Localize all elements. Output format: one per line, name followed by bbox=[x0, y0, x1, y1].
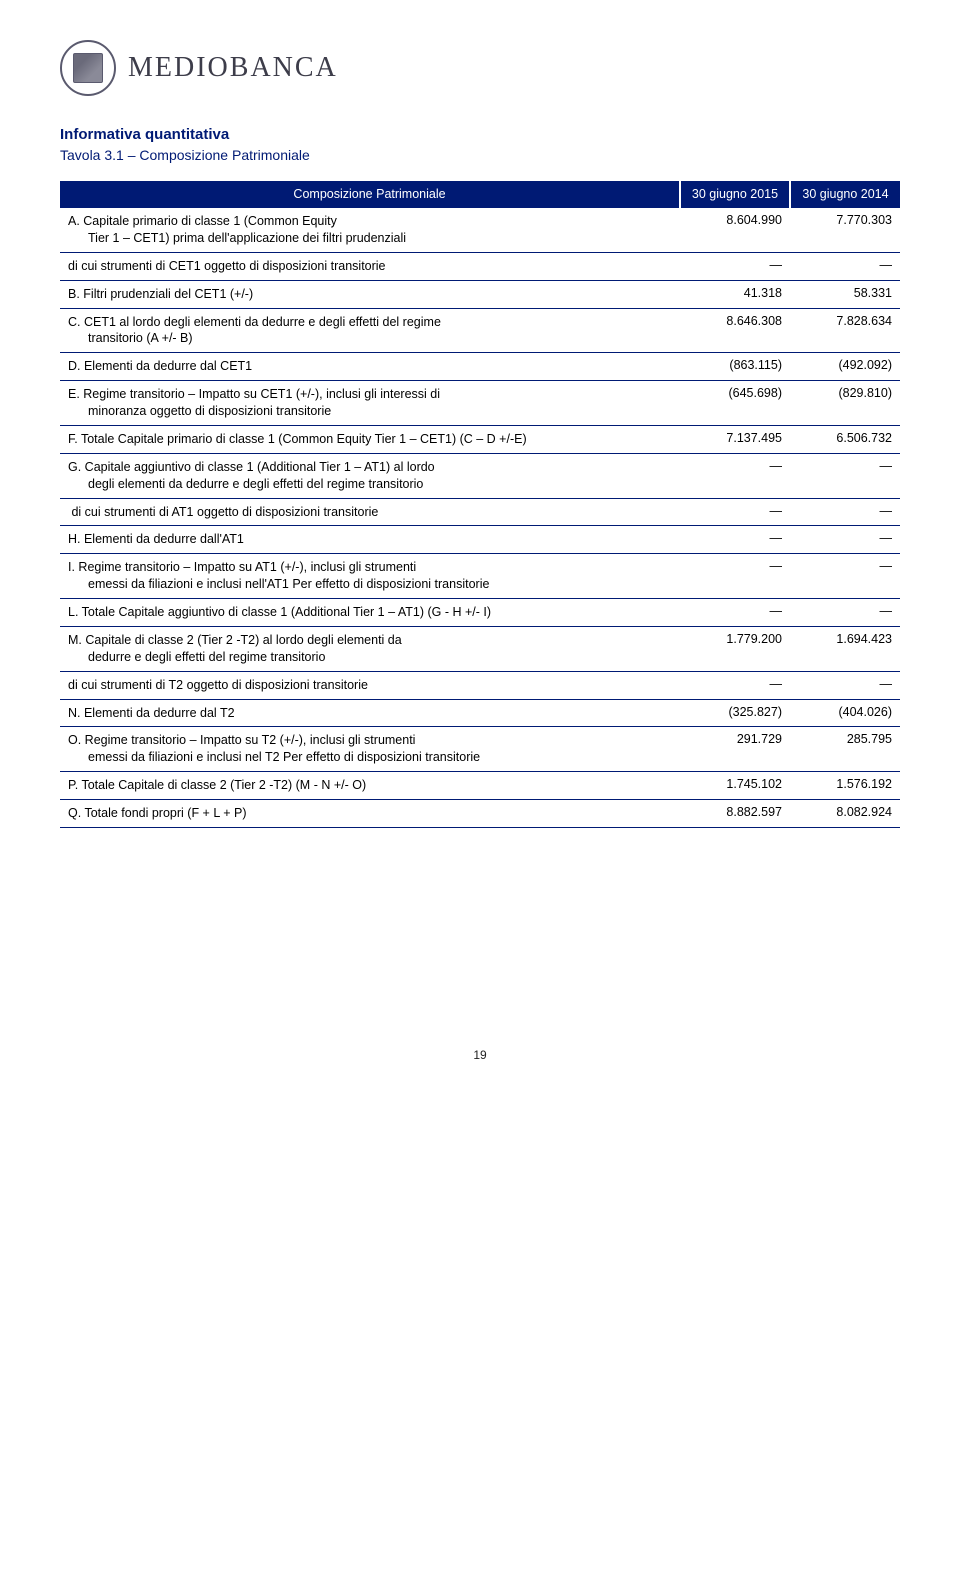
row-value-2014: 285.795 bbox=[790, 727, 900, 772]
row-label: F. Totale Capitale primario di classe 1 … bbox=[60, 425, 680, 453]
row-value-2015: — bbox=[680, 671, 790, 699]
row-label: C. CET1 al lordo degli elementi da dedur… bbox=[60, 308, 680, 353]
row-value-2015: 8.604.990 bbox=[680, 208, 790, 253]
row-value-2014: 7.770.303 bbox=[790, 208, 900, 253]
row-value-2014: — bbox=[790, 554, 900, 599]
col-header-label: Composizione Patrimoniale bbox=[60, 181, 680, 208]
row-value-2014: 1.694.423 bbox=[790, 626, 900, 671]
brand-wordmark: MEDIOBANCA bbox=[128, 52, 338, 84]
row-label: H. Elementi da dedurre dall'AT1 bbox=[60, 526, 680, 554]
table-row: E. Regime transitorio – Impatto su CET1 … bbox=[60, 381, 900, 426]
row-value-2015: 7.137.495 bbox=[680, 425, 790, 453]
table-row: M. Capitale di classe 2 (Tier 2 -T2) al … bbox=[60, 626, 900, 671]
row-label: B. Filtri prudenziali del CET1 (+/-) bbox=[60, 280, 680, 308]
row-label: L. Totale Capitale aggiuntivo di classe … bbox=[60, 599, 680, 627]
table-row: B. Filtri prudenziali del CET1 (+/-)41.3… bbox=[60, 280, 900, 308]
row-value-2014: 58.331 bbox=[790, 280, 900, 308]
table-title: Tavola 3.1 – Composizione Patrimoniale bbox=[60, 147, 900, 163]
table-row: I. Regime transitorio – Impatto su AT1 (… bbox=[60, 554, 900, 599]
row-value-2015: — bbox=[680, 599, 790, 627]
table-row: N. Elementi da dedurre dal T2(325.827)(4… bbox=[60, 699, 900, 727]
row-label-cont: transitorio (A +/- B) bbox=[68, 330, 672, 347]
row-label-cont: degli elementi da dedurre e degli effett… bbox=[68, 476, 672, 493]
row-value-2015: — bbox=[680, 526, 790, 554]
row-label: di cui strumenti di AT1 oggetto di dispo… bbox=[60, 498, 680, 526]
row-value-2014: — bbox=[790, 252, 900, 280]
col-header-2015: 30 giugno 2015 bbox=[680, 181, 790, 208]
table-row: F. Totale Capitale primario di classe 1 … bbox=[60, 425, 900, 453]
row-value-2015: 1.779.200 bbox=[680, 626, 790, 671]
row-value-2015: 8.646.308 bbox=[680, 308, 790, 353]
row-label: N. Elementi da dedurre dal T2 bbox=[60, 699, 680, 727]
row-label: D. Elementi da dedurre dal CET1 bbox=[60, 353, 680, 381]
brand-header: MEDIOBANCA bbox=[60, 40, 900, 96]
row-label-cont: minoranza oggetto di disposizioni transi… bbox=[68, 403, 672, 420]
row-value-2015: 291.729 bbox=[680, 727, 790, 772]
table-row: D. Elementi da dedurre dal CET1(863.115)… bbox=[60, 353, 900, 381]
row-value-2015: 41.318 bbox=[680, 280, 790, 308]
row-value-2014: 1.576.192 bbox=[790, 772, 900, 800]
row-value-2014: — bbox=[790, 453, 900, 498]
table-row: A. Capitale primario di classe 1 (Common… bbox=[60, 208, 900, 253]
table-row: P. Totale Capitale di classe 2 (Tier 2 -… bbox=[60, 772, 900, 800]
row-value-2014: 8.082.924 bbox=[790, 800, 900, 828]
row-label-cont: emessi da filiazioni e inclusi nel T2 Pe… bbox=[68, 749, 672, 766]
row-value-2015: (863.115) bbox=[680, 353, 790, 381]
row-label: di cui strumenti di CET1 oggetto di disp… bbox=[60, 252, 680, 280]
table-row: O. Regime transitorio – Impatto su T2 (+… bbox=[60, 727, 900, 772]
table-header-row: Composizione Patrimoniale 30 giugno 2015… bbox=[60, 181, 900, 208]
row-label: G. Capitale aggiuntivo di classe 1 (Addi… bbox=[60, 453, 680, 498]
table-row: G. Capitale aggiuntivo di classe 1 (Addi… bbox=[60, 453, 900, 498]
row-label: O. Regime transitorio – Impatto su T2 (+… bbox=[60, 727, 680, 772]
row-value-2014: (404.026) bbox=[790, 699, 900, 727]
row-label-cont: Tier 1 – CET1) prima dell'applicazione d… bbox=[68, 230, 672, 247]
row-value-2015: — bbox=[680, 453, 790, 498]
row-value-2015: (645.698) bbox=[680, 381, 790, 426]
row-label: P. Totale Capitale di classe 2 (Tier 2 -… bbox=[60, 772, 680, 800]
row-label: I. Regime transitorio – Impatto su AT1 (… bbox=[60, 554, 680, 599]
section-title: Informativa quantitativa bbox=[60, 126, 900, 143]
row-label: M. Capitale di classe 2 (Tier 2 -T2) al … bbox=[60, 626, 680, 671]
table-row: C. CET1 al lordo degli elementi da dedur… bbox=[60, 308, 900, 353]
row-value-2015: (325.827) bbox=[680, 699, 790, 727]
brand-seal-icon bbox=[60, 40, 116, 96]
page-number: 19 bbox=[60, 1048, 900, 1062]
row-label: A. Capitale primario di classe 1 (Common… bbox=[60, 208, 680, 253]
row-label-cont: emessi da filiazioni e inclusi nell'AT1 … bbox=[68, 576, 672, 593]
row-value-2015: — bbox=[680, 498, 790, 526]
table-row: Q. Totale fondi propri (F + L + P)8.882.… bbox=[60, 800, 900, 828]
row-label: E. Regime transitorio – Impatto su CET1 … bbox=[60, 381, 680, 426]
row-value-2014: — bbox=[790, 498, 900, 526]
row-value-2015: — bbox=[680, 252, 790, 280]
table-row: di cui strumenti di AT1 oggetto di dispo… bbox=[60, 498, 900, 526]
composizione-table: Composizione Patrimoniale 30 giugno 2015… bbox=[60, 181, 900, 828]
row-value-2015: — bbox=[680, 554, 790, 599]
row-value-2014: — bbox=[790, 599, 900, 627]
row-value-2014: (492.092) bbox=[790, 353, 900, 381]
table-row: H. Elementi da dedurre dall'AT1—— bbox=[60, 526, 900, 554]
row-label: Q. Totale fondi propri (F + L + P) bbox=[60, 800, 680, 828]
row-value-2014: — bbox=[790, 671, 900, 699]
table-row: L. Totale Capitale aggiuntivo di classe … bbox=[60, 599, 900, 627]
row-value-2014: (829.810) bbox=[790, 381, 900, 426]
row-value-2014: — bbox=[790, 526, 900, 554]
table-row: di cui strumenti di T2 oggetto di dispos… bbox=[60, 671, 900, 699]
row-label: di cui strumenti di T2 oggetto di dispos… bbox=[60, 671, 680, 699]
row-value-2014: 7.828.634 bbox=[790, 308, 900, 353]
col-header-2014: 30 giugno 2014 bbox=[790, 181, 900, 208]
table-row: di cui strumenti di CET1 oggetto di disp… bbox=[60, 252, 900, 280]
row-label-cont: dedurre e degli effetti del regime trans… bbox=[68, 649, 672, 666]
row-value-2015: 8.882.597 bbox=[680, 800, 790, 828]
row-value-2014: 6.506.732 bbox=[790, 425, 900, 453]
row-value-2015: 1.745.102 bbox=[680, 772, 790, 800]
